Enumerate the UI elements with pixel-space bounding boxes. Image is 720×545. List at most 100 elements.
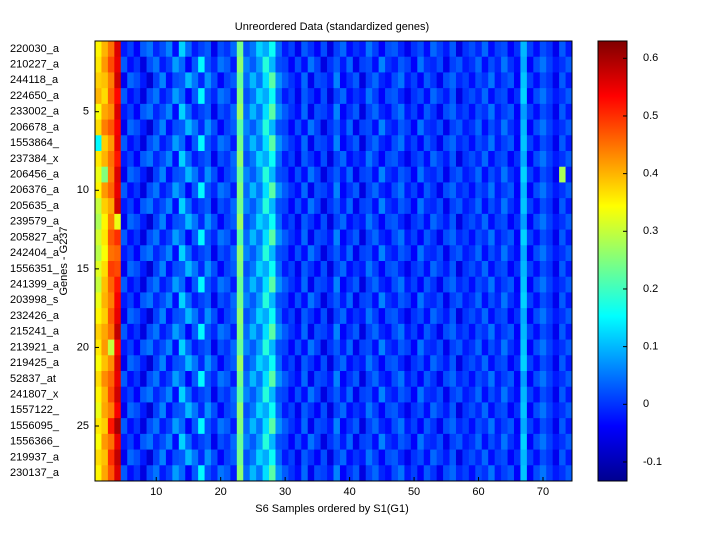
heatmap-cell <box>204 151 212 168</box>
heatmap-cell <box>378 135 386 152</box>
heatmap-cell <box>417 292 425 309</box>
heatmap-cell <box>430 371 438 388</box>
heatmap-cell <box>269 418 276 435</box>
heatmap-cell <box>101 56 109 73</box>
heatmap-cell <box>236 72 244 89</box>
heatmap-cell <box>223 103 231 120</box>
heatmap-cell <box>327 449 334 466</box>
heatmap-cell <box>552 402 560 419</box>
heatmap-cell <box>127 465 135 482</box>
heatmap-cell <box>475 371 483 388</box>
heatmap-cell <box>404 402 412 419</box>
heatmap-cell <box>256 465 263 482</box>
heatmap-cell <box>352 135 360 152</box>
heatmap-cell <box>449 386 457 403</box>
heatmap-cell <box>275 88 283 105</box>
heatmap-cell <box>488 103 496 120</box>
heatmap-cell <box>430 245 438 262</box>
heatmap-cell <box>159 103 167 120</box>
heatmap-cell <box>359 41 367 58</box>
heatmap-cell <box>436 323 444 340</box>
heatmap-cell <box>359 339 367 356</box>
heatmap-cell <box>559 213 566 230</box>
heatmap-cell <box>513 339 521 356</box>
heatmap-cell <box>217 135 225 152</box>
heatmap-cell <box>513 182 521 199</box>
heatmap-cell <box>378 88 386 105</box>
heatmap-cell <box>423 41 431 58</box>
heatmap-cell <box>410 182 418 199</box>
heatmap-cell <box>475 355 483 372</box>
heatmap-cell <box>397 182 405 199</box>
heatmap-cell <box>172 151 180 168</box>
heatmap-cell <box>507 339 515 356</box>
heatmap-cell <box>262 135 270 152</box>
heatmap-cell <box>494 323 502 340</box>
y-tick-label: 20 <box>77 341 89 353</box>
heatmap-cell <box>314 402 322 419</box>
heatmap-cell <box>565 323 573 340</box>
heatmap-cell <box>185 433 193 450</box>
heatmap-cell <box>417 213 425 230</box>
heatmap-cell <box>217 449 225 466</box>
heatmap-cell <box>153 339 160 356</box>
heatmap-cell <box>185 449 193 466</box>
heatmap-cell <box>307 103 315 120</box>
heatmap-cell <box>172 386 180 403</box>
heatmap-cell <box>423 339 431 356</box>
heatmap-cell <box>546 323 554 340</box>
heatmap-cell <box>133 261 141 278</box>
heatmap-cell <box>333 449 341 466</box>
heatmap-cell <box>526 213 534 230</box>
heatmap-cell <box>526 166 534 183</box>
heatmap-cell <box>281 103 289 120</box>
heatmap-cell <box>410 276 418 293</box>
heatmap-cell <box>185 103 193 120</box>
heatmap-cell <box>191 41 199 58</box>
heatmap-cell <box>281 151 289 168</box>
heatmap-cell <box>165 41 173 58</box>
heatmap-cell <box>365 276 373 293</box>
heatmap-cell <box>462 119 470 136</box>
row-label: 224650_a <box>10 90 60 102</box>
heatmap-cell <box>397 56 405 73</box>
heatmap-cell <box>378 418 386 435</box>
heatmap-cell <box>114 229 122 246</box>
heatmap-cell <box>198 119 205 136</box>
heatmap-cell <box>275 245 283 262</box>
heatmap-cell <box>327 135 334 152</box>
heatmap-cell <box>249 135 257 152</box>
heatmap-cell <box>417 465 425 482</box>
heatmap-cell <box>198 135 205 152</box>
heatmap-cell <box>359 465 367 482</box>
heatmap-cell <box>314 276 322 293</box>
heatmap-cell <box>423 418 431 435</box>
heatmap-cell <box>256 371 263 388</box>
heatmap-cell <box>423 433 431 450</box>
heatmap-cell <box>153 402 160 419</box>
heatmap-cell <box>159 355 167 372</box>
heatmap-cell <box>114 261 122 278</box>
heatmap-cell <box>314 72 322 89</box>
heatmap-cell <box>443 119 450 136</box>
heatmap-cell <box>430 339 438 356</box>
heatmap-cell <box>159 72 167 89</box>
heatmap-cell <box>423 103 431 120</box>
heatmap-cell <box>359 371 367 388</box>
heatmap-cell <box>140 213 147 230</box>
heatmap-cell <box>101 323 109 340</box>
heatmap-cell <box>204 72 212 89</box>
heatmap-cell <box>359 402 367 419</box>
heatmap-cell <box>526 103 534 120</box>
colorbar-tick-label: 0.3 <box>643 225 658 237</box>
heatmap-cell <box>140 88 147 105</box>
heatmap-cell <box>565 371 573 388</box>
heatmap-cell <box>127 198 135 215</box>
heatmap-cell <box>462 182 470 199</box>
heatmap-cell <box>127 339 135 356</box>
heatmap-cell <box>436 72 444 89</box>
heatmap-cell <box>346 198 354 215</box>
heatmap-cell <box>385 229 392 246</box>
heatmap-cell <box>423 323 431 340</box>
heatmap-cell <box>378 41 386 58</box>
